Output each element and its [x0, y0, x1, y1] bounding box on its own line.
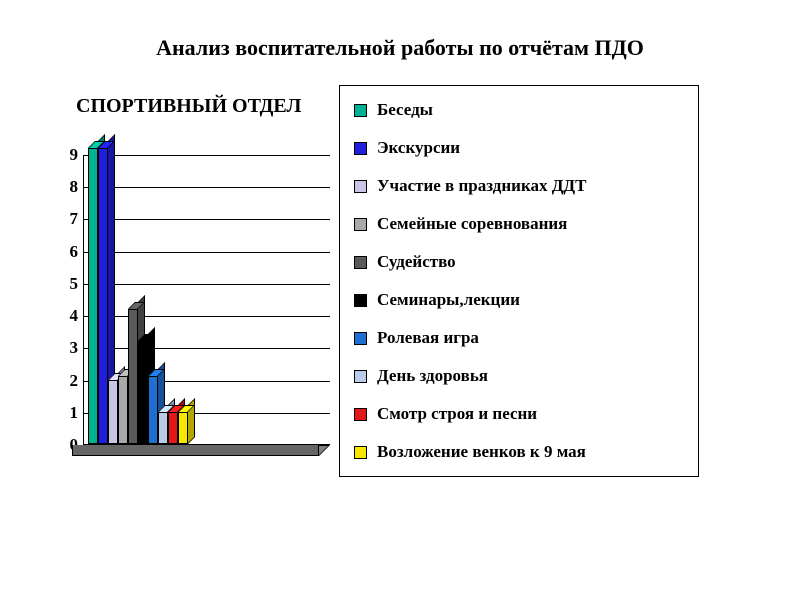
legend-swatch [354, 142, 367, 155]
legend-swatch [354, 104, 367, 117]
bar [88, 148, 98, 444]
page-title: Анализ воспитательной работы по отчётам … [0, 35, 800, 61]
legend-swatch [354, 180, 367, 193]
y-tick-label: 7 [70, 209, 79, 229]
legend-swatch [354, 256, 367, 269]
legend-item: Участие в праздниках ДДТ [354, 176, 684, 196]
bar [128, 309, 138, 444]
bar-chart: 0123456789 [53, 130, 330, 470]
legend-label: Семинары,лекции [377, 290, 520, 310]
bar [168, 412, 178, 444]
legend-label: Беседы [377, 100, 433, 120]
y-tick-label: 8 [70, 177, 79, 197]
bar [98, 148, 108, 444]
legend-swatch [354, 408, 367, 421]
chart-floor-front [72, 445, 319, 456]
chart-subtitle: СПОРТИВНЫЙ ОТДЕЛ [76, 95, 301, 118]
legend-item: Семинары,лекции [354, 290, 684, 310]
legend-label: Экскурсии [377, 138, 460, 158]
legend-item: Семейные соревнования [354, 214, 684, 234]
y-tick-label: 2 [70, 371, 79, 391]
legend-item: Возложение венков к 9 мая [354, 442, 684, 462]
legend: Беседы Экскурсии Участие в праздниках ДДТ С… [339, 85, 699, 477]
legend-label: Судейство [377, 252, 456, 272]
bar [108, 380, 118, 444]
legend-item: Экскурсии [354, 138, 684, 158]
y-tick-label: 6 [70, 242, 79, 262]
y-tick-label: 4 [70, 306, 79, 326]
legend-item: Смотр строя и песни [354, 404, 684, 424]
bar [158, 412, 168, 444]
legend-label: Смотр строя и песни [377, 404, 537, 424]
legend-item: Беседы [354, 100, 684, 120]
legend-swatch [354, 294, 367, 307]
bar [178, 412, 188, 444]
legend-swatch [354, 446, 367, 459]
legend-item: Судейство [354, 252, 684, 272]
y-tick-label: 9 [70, 145, 79, 165]
y-tick-label: 1 [70, 403, 79, 423]
bar [118, 376, 128, 444]
legend-swatch [354, 370, 367, 383]
legend-label: Возложение венков к 9 мая [377, 442, 586, 462]
plot-area [83, 155, 330, 445]
legend-swatch [354, 332, 367, 345]
legend-label: Ролевая игра [377, 328, 479, 348]
bar [148, 376, 158, 444]
legend-item: День здоровья [354, 366, 684, 386]
y-tick-label: 5 [70, 274, 79, 294]
legend-swatch [354, 218, 367, 231]
bar [138, 341, 148, 444]
legend-label: День здоровья [377, 366, 488, 386]
legend-item: Ролевая игра [354, 328, 684, 348]
legend-label: Семейные соревнования [377, 214, 567, 234]
legend-label: Участие в праздниках ДДТ [377, 176, 586, 196]
y-tick-label: 3 [70, 338, 79, 358]
